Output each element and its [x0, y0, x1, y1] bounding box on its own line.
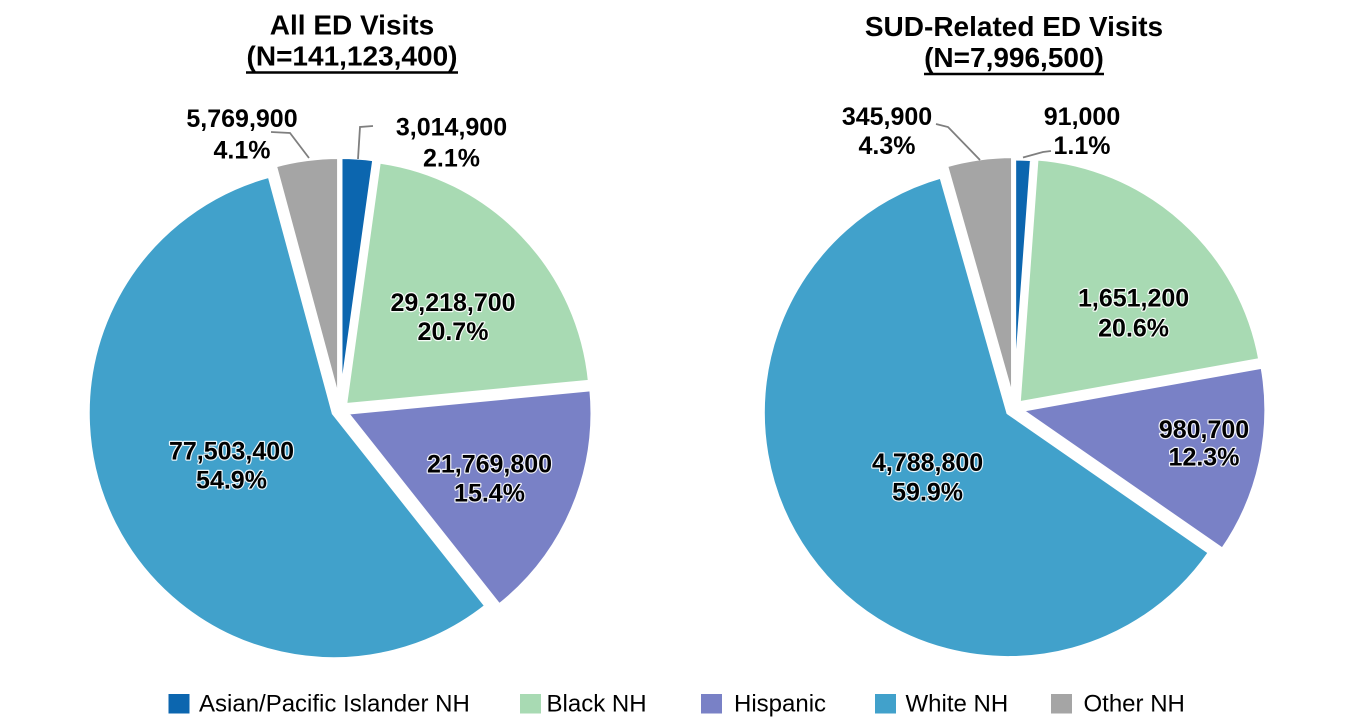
svg-text:77,503,400: 77,503,400 — [169, 438, 294, 466]
svg-text:980,700: 980,700 — [1159, 416, 1249, 444]
svg-text:Asian/Pacific Islander NH: Asian/Pacific Islander NH — [199, 691, 470, 718]
svg-text:4.1%: 4.1% — [214, 136, 271, 164]
svg-text:2.1%: 2.1% — [423, 145, 480, 173]
svg-text:4,788,800: 4,788,800 — [872, 449, 983, 477]
svg-text:20.6%: 20.6% — [1098, 314, 1169, 342]
svg-text:12.3%: 12.3% — [1169, 444, 1240, 472]
svg-text:White NH: White NH — [906, 691, 1009, 718]
svg-text:15.4%: 15.4% — [454, 480, 525, 508]
svg-text:Hispanic: Hispanic — [734, 691, 826, 718]
svg-text:Black NH: Black NH — [547, 691, 647, 718]
svg-text:21,769,800: 21,769,800 — [427, 451, 552, 479]
svg-text:20.7%: 20.7% — [418, 318, 489, 346]
svg-text:54.9%: 54.9% — [196, 467, 267, 495]
svg-text:5,769,900: 5,769,900 — [186, 105, 297, 133]
svg-text:All ED Visits: All ED Visits — [270, 10, 434, 41]
svg-text:SUD-Related ED Visits: SUD-Related ED Visits — [865, 11, 1163, 42]
svg-text:91,000: 91,000 — [1044, 103, 1120, 131]
svg-text:3,014,900: 3,014,900 — [396, 114, 507, 142]
svg-text:1,651,200: 1,651,200 — [1078, 285, 1189, 313]
svg-text:4.3%: 4.3% — [859, 132, 916, 160]
svg-text:(N=141,123,400): (N=141,123,400) — [247, 41, 458, 72]
svg-text:345,900: 345,900 — [842, 103, 932, 131]
svg-text:29,218,700: 29,218,700 — [390, 289, 515, 317]
svg-text:Other NH: Other NH — [1084, 691, 1185, 718]
svg-text:59.9%: 59.9% — [892, 479, 963, 507]
svg-text:1.1%: 1.1% — [1054, 132, 1111, 160]
svg-text:(N=7,996,500): (N=7,996,500) — [924, 42, 1104, 73]
